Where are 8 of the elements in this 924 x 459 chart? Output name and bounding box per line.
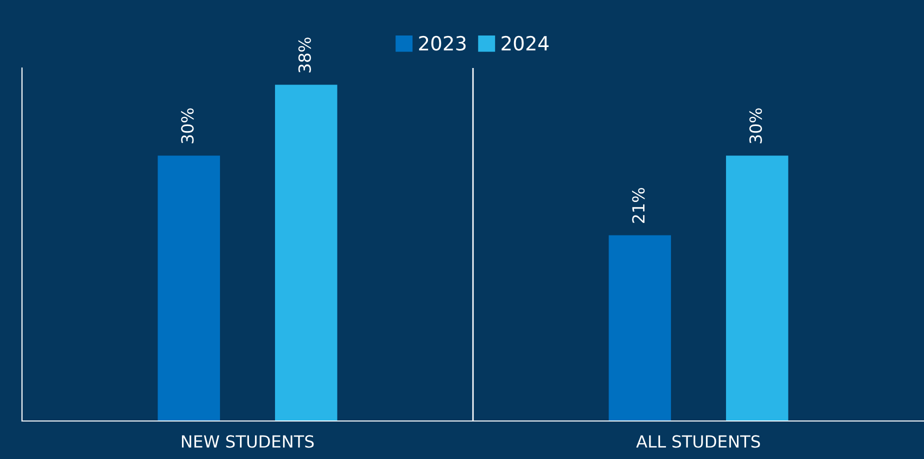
x-tick-label: ALL STUDENTS bbox=[636, 435, 760, 448]
data-label: 30% bbox=[749, 108, 762, 144]
legend-label: 2023 bbox=[419, 36, 466, 51]
legend-label: 2024 bbox=[502, 36, 549, 51]
data-label: 30% bbox=[181, 108, 194, 144]
data-label: 38% bbox=[298, 38, 311, 72]
data-label: 21% bbox=[632, 188, 645, 223]
x-tick-label: NEW STUDENTS bbox=[182, 435, 314, 448]
